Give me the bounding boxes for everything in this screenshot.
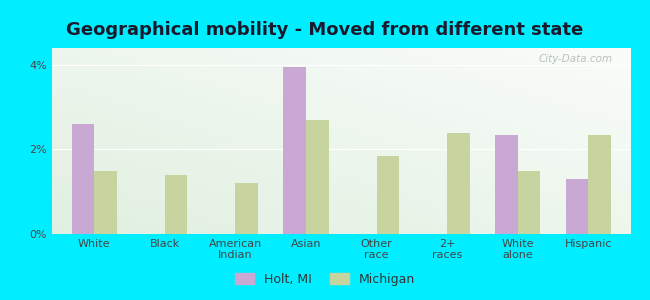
- Bar: [566, 179, 588, 234]
- Bar: [72, 124, 94, 234]
- Legend: Holt, MI, Michigan: Holt, MI, Michigan: [230, 268, 420, 291]
- Bar: [235, 183, 258, 234]
- Text: City-Data.com: City-Data.com: [539, 54, 613, 64]
- Text: Geographical mobility - Moved from different state: Geographical mobility - Moved from diffe…: [66, 21, 584, 39]
- Bar: [165, 175, 187, 234]
- Bar: [94, 171, 117, 234]
- Bar: [447, 133, 470, 234]
- Bar: [517, 171, 540, 234]
- Bar: [283, 67, 306, 234]
- Bar: [306, 120, 328, 234]
- Bar: [495, 135, 517, 234]
- Bar: [376, 156, 399, 234]
- Bar: [588, 135, 611, 234]
